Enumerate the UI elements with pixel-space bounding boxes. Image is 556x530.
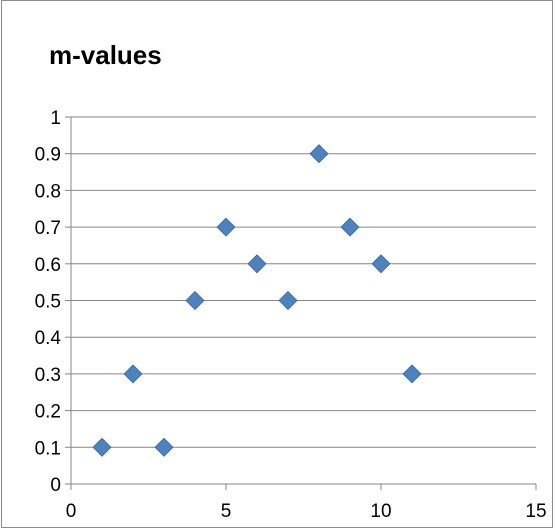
x-tick-label: 10 [370, 501, 391, 522]
y-tick-label: 0.7 [35, 218, 61, 239]
y-tick-label: 0.6 [35, 255, 61, 276]
tick-labels: 00.10.20.30.40.50.60.70.80.910 5 10 15 [35, 108, 547, 522]
data-point [123, 364, 143, 384]
y-tick-label: 0.1 [35, 438, 61, 459]
y-tick-label: 0 [50, 475, 61, 496]
data-point [216, 217, 236, 237]
x-tick-label: 0 [66, 501, 77, 522]
data-point [278, 290, 298, 311]
x-tick-label: 15 [525, 501, 546, 522]
gridlines [71, 116, 536, 448]
data-point [309, 144, 329, 164]
data-point [185, 290, 205, 311]
y-tick-label: 0.4 [35, 328, 62, 349]
x-tick-label: 5 [221, 501, 232, 522]
axes [65, 116, 537, 490]
data-point [92, 437, 112, 457]
data-point [247, 254, 267, 274]
data-point [371, 254, 391, 274]
y-tick-label: 0.9 [35, 145, 61, 166]
data-point [340, 217, 360, 237]
y-tick-label: 1 [50, 108, 61, 129]
y-tick-label: 0.3 [35, 365, 61, 386]
y-tick-label: 0.8 [35, 181, 61, 202]
y-tick-label: 0.5 [35, 292, 61, 313]
data-point [154, 437, 174, 457]
y-tick-label: 0.2 [35, 402, 61, 423]
data-point [402, 364, 422, 384]
chart-title: m-values [49, 40, 162, 70]
data-points [92, 144, 422, 457]
